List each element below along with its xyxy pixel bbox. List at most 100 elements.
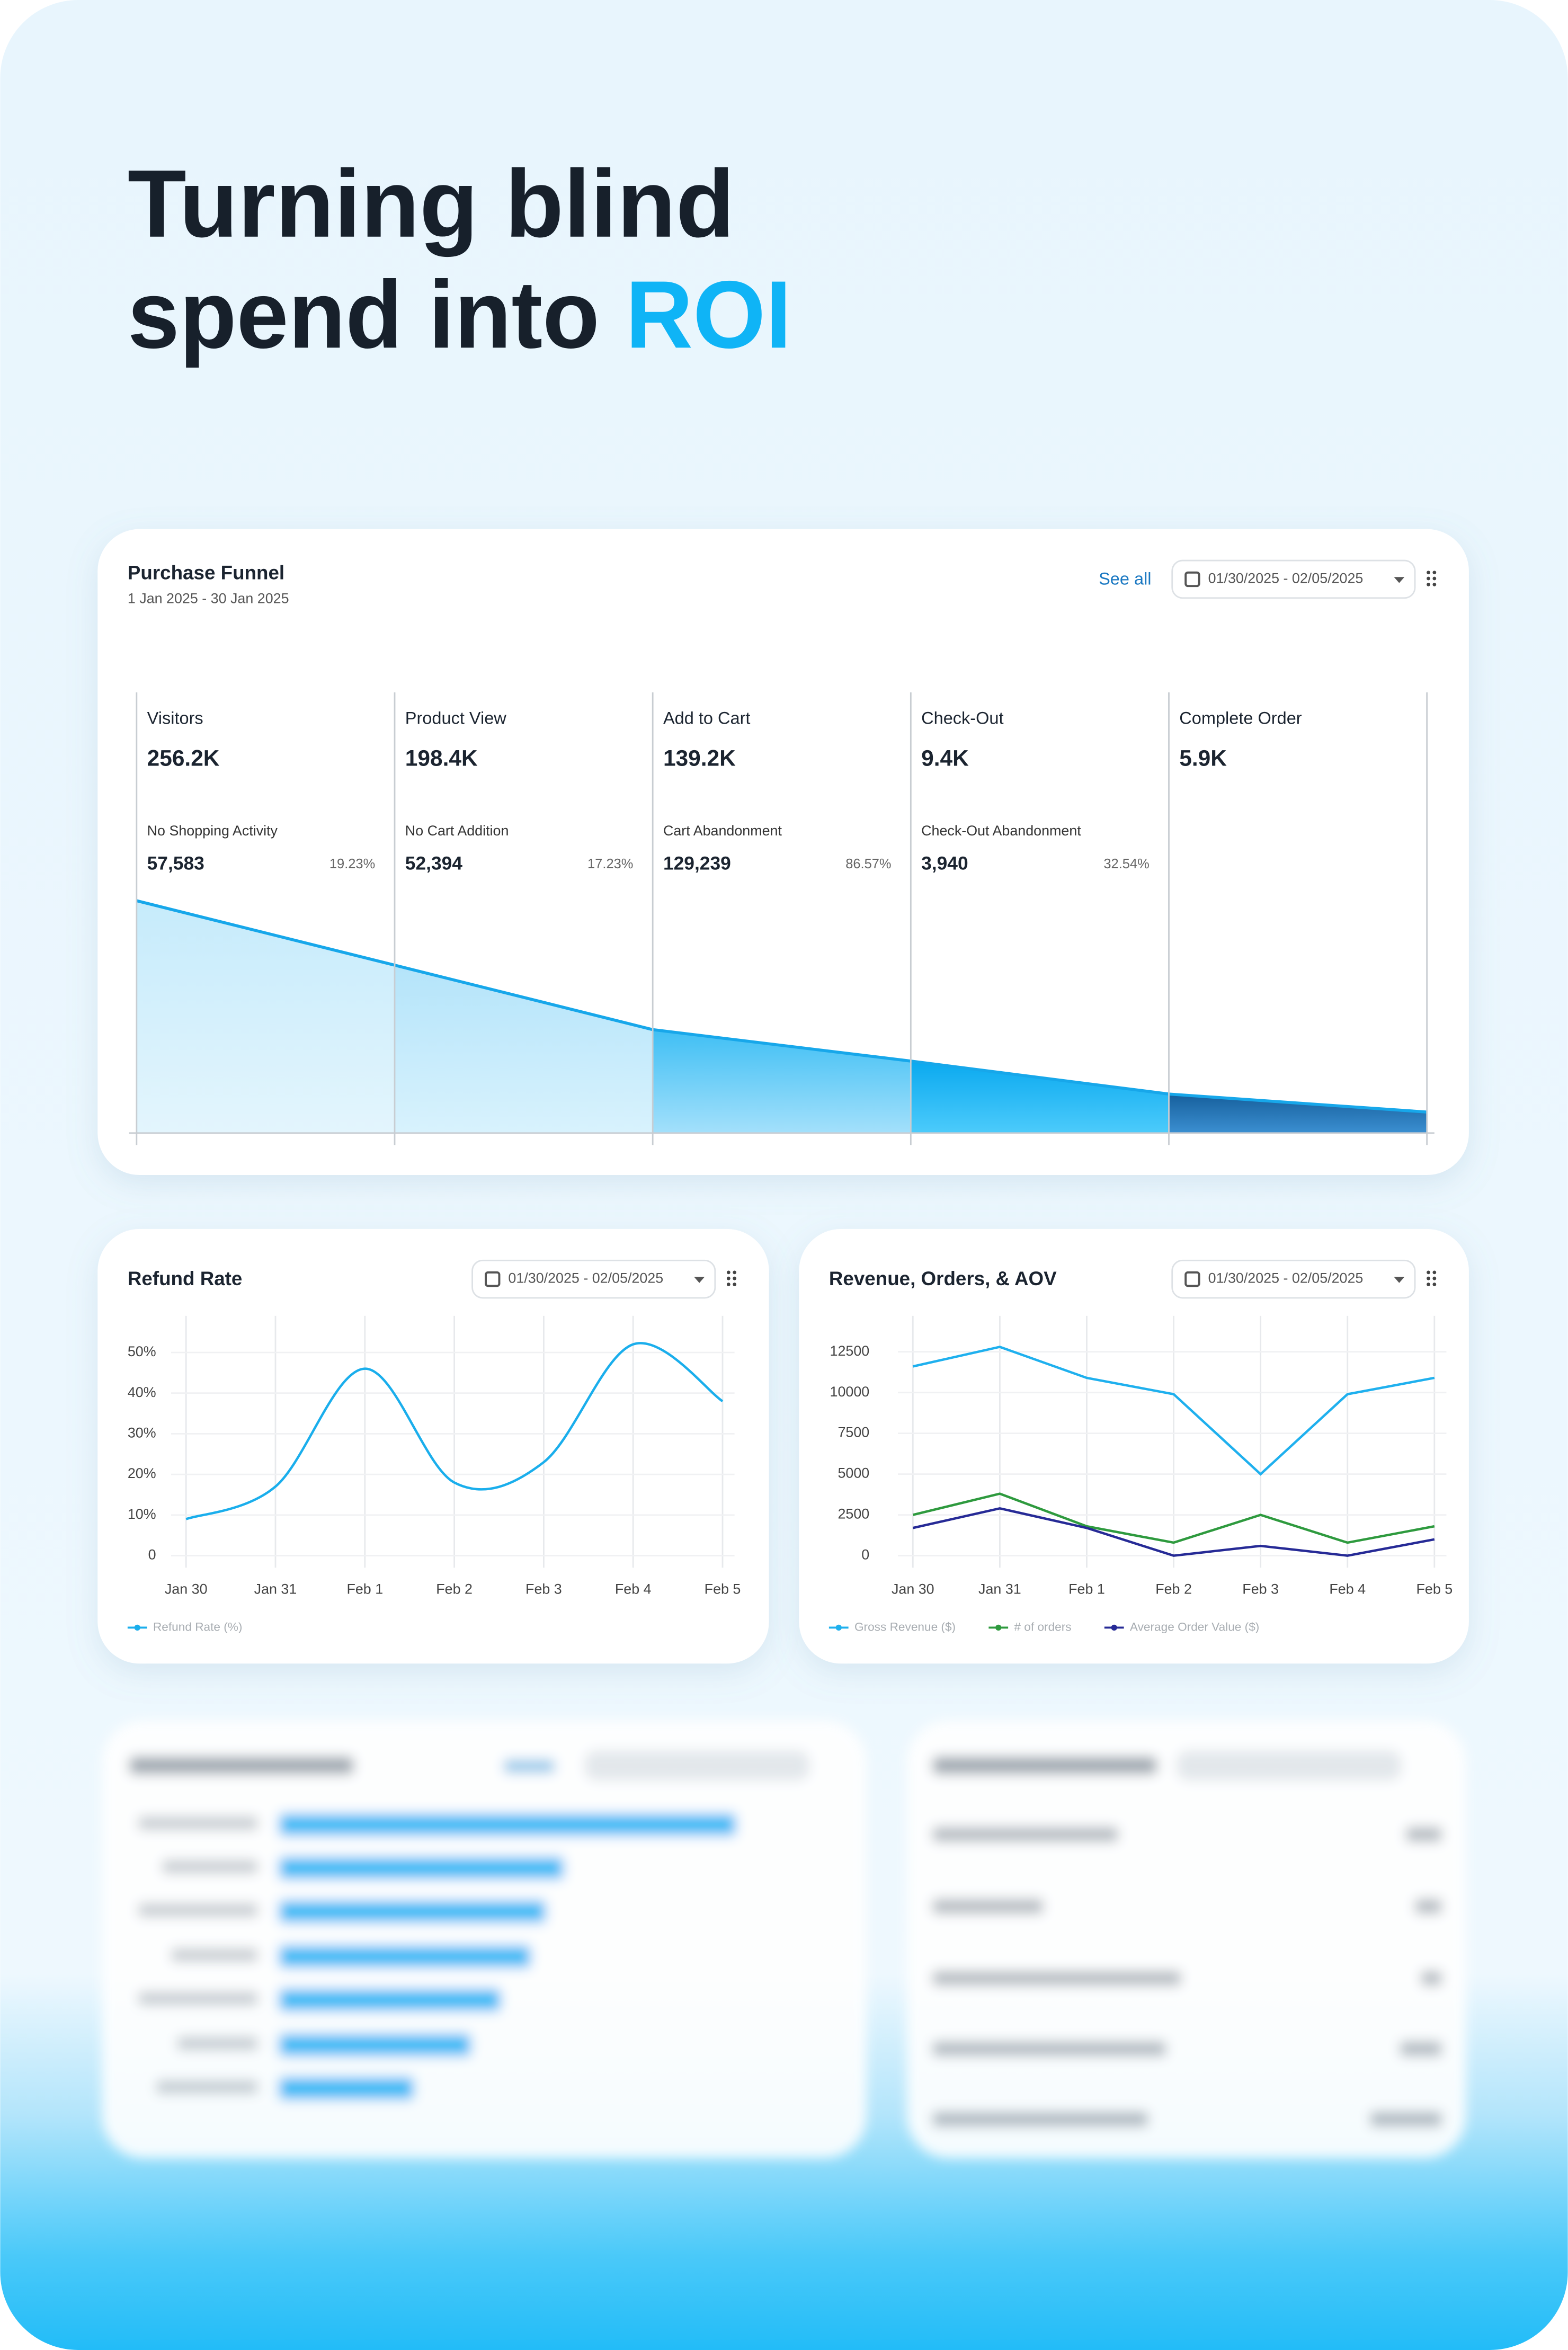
stage-name: Add to Cart (663, 709, 750, 728)
placeholder-bar (279, 2077, 414, 2100)
legend-label: Refund Rate (%) (153, 1620, 243, 1633)
y-tick-label: 50% (128, 1343, 156, 1359)
date-picker[interactable]: 01/30/2025 - 02/05/2025 (471, 1259, 716, 1299)
x-tick-label: Feb 5 (705, 1581, 741, 1597)
series-line (912, 1346, 1435, 1476)
headline-highlight: ROI (626, 261, 791, 368)
placeholder (171, 1948, 258, 1962)
dropdown-caret (1394, 1277, 1405, 1283)
y-tick-label: 0 (861, 1547, 869, 1563)
x-tick-label: Feb 1 (346, 1581, 383, 1597)
placeholder-bar (279, 1989, 501, 2011)
placeholder (1370, 2112, 1442, 2127)
x-tick-label: Jan 30 (892, 1581, 934, 1597)
drag-handle[interactable] (1427, 571, 1437, 586)
handle-dot (1432, 571, 1437, 575)
funnel-area (136, 901, 395, 1133)
date-picker[interactable]: 01/30/2025 - 02/05/2025 (1171, 559, 1416, 599)
placeholder-bar (279, 2034, 471, 2057)
card-title: Revenue, Orders, & AOV (829, 1268, 1057, 1289)
see-all-link[interactable]: See all (1099, 569, 1151, 588)
drop-percent: 19.23% (329, 857, 375, 871)
placeholder (932, 1899, 1044, 1914)
handle-dot (1427, 576, 1430, 581)
stage-value: 139.2K (663, 746, 736, 771)
date-picker-box (471, 1259, 716, 1299)
legend-label: # of orders (1014, 1620, 1071, 1633)
placeholder (1177, 1750, 1402, 1781)
date-picker[interactable]: 01/30/2025 - 02/05/2025 (1171, 1259, 1416, 1299)
drop-label: Cart Abandonment (663, 823, 782, 839)
placeholder (932, 2041, 1166, 2057)
stage-name: Visitors (147, 709, 203, 728)
y-tick-label: 12500 (830, 1343, 870, 1359)
handle-dot (1432, 582, 1437, 586)
funnel-area (395, 965, 653, 1133)
y-tick-label: 10% (128, 1506, 156, 1522)
drop-label: No Shopping Activity (147, 823, 278, 839)
placeholder (503, 1759, 555, 1773)
y-tick-label: 0 (148, 1547, 156, 1563)
drop-value: 3,940 (921, 853, 968, 874)
drop-percent: 86.57% (845, 857, 891, 871)
calendar-icon (1184, 571, 1200, 588)
legend-marker (134, 1624, 140, 1631)
calendar-icon (485, 1271, 501, 1287)
card (906, 1720, 1466, 2158)
headline-line: Turning blind (128, 150, 735, 257)
placeholder (932, 1756, 1157, 1775)
dropdown-caret (694, 1277, 705, 1283)
handle-dot (1432, 1270, 1437, 1275)
series-line (912, 1507, 1435, 1557)
drop-value: 129,239 (663, 853, 731, 874)
handle-dot (733, 1276, 737, 1280)
card-title: Purchase Funnel (128, 562, 284, 583)
handle-dot (1432, 576, 1437, 581)
y-tick-label: 10000 (830, 1384, 870, 1400)
date-picker-box (1171, 559, 1416, 599)
x-tick-label: Feb 4 (615, 1581, 652, 1597)
x-tick-label: Feb 1 (1068, 1581, 1105, 1597)
x-tick-label: Jan 31 (978, 1581, 1021, 1597)
handle-dot (1427, 582, 1430, 586)
handle-dot (726, 1270, 730, 1275)
card: Revenue, Orders, & AOV 01/30/2025 - 02/05… (799, 1229, 1469, 1664)
legend-marker (1111, 1624, 1117, 1631)
handle-dot (1432, 1276, 1437, 1280)
x-tick-label: Feb 2 (1155, 1581, 1192, 1597)
headline-line: spend into ROI (128, 261, 791, 368)
blurred-cards (102, 1720, 1466, 2158)
calendar-icon (1184, 1271, 1200, 1287)
y-tick-label: 20% (128, 1465, 156, 1481)
placeholder (932, 1971, 1181, 1986)
x-tick-label: Feb 4 (1329, 1581, 1366, 1597)
cards: Purchase Funnel 1 Jan 2025 - 30 Jan 2025 S… (97, 529, 1469, 1664)
placeholder (156, 2080, 258, 2094)
y-tick-label: 5000 (838, 1465, 869, 1481)
legend-label: Gross Revenue ($) (854, 1620, 956, 1633)
drop-label: Check-Out Abandonment (921, 823, 1081, 839)
handle-dot (1427, 1270, 1430, 1275)
placeholder (584, 1750, 810, 1781)
placeholder-bar (279, 1813, 736, 1836)
drag-handle[interactable] (726, 1270, 737, 1286)
stage-value: 256.2K (147, 746, 220, 771)
drag-handle[interactable] (1427, 1270, 1437, 1286)
stage-value: 9.4K (921, 746, 969, 771)
date-range: 01/30/2025 - 02/05/2025 (508, 1270, 663, 1286)
card-subtitle: 1 Jan 2025 - 30 Jan 2025 (128, 591, 289, 607)
handle-dot (1427, 1283, 1430, 1286)
stage-name: Complete Order (1179, 709, 1302, 728)
y-tick-label: 7500 (838, 1425, 869, 1440)
placeholder (932, 1827, 1118, 1842)
placeholder (177, 2036, 258, 2051)
legend-label: Average Order Value ($) (1130, 1620, 1259, 1633)
placeholder (138, 1903, 258, 1917)
funnel-area (911, 1061, 1169, 1133)
x-tick-label: Feb 2 (436, 1581, 473, 1597)
x-tick-label: Feb 3 (525, 1581, 562, 1597)
drop-value: 57,583 (147, 853, 204, 874)
placeholder-bar (279, 1945, 531, 1968)
